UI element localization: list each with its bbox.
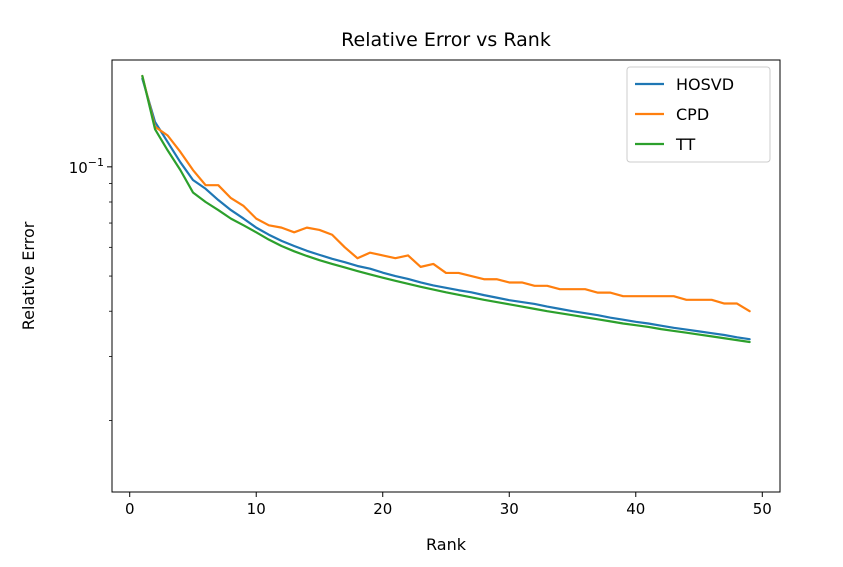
x-tick-label: 10 (247, 500, 266, 518)
series-line-tt (141, 74, 751, 344)
x-tick-label: 50 (753, 500, 772, 518)
plot-area (141, 74, 751, 344)
y-tick-base: 10 (69, 159, 88, 177)
legend-label-hosvd: HOSVD (676, 75, 734, 94)
chart-title: Relative Error vs Rank (341, 29, 551, 51)
series-line-cpd (141, 74, 751, 313)
legend-box (626, 66, 771, 163)
y-axis-label: Relative Error (19, 221, 38, 330)
series-line-hosvd (141, 77, 751, 341)
legend-label-cpd: CPD (676, 105, 709, 124)
x-axis: 0 10 20 30 40 50 (125, 492, 772, 518)
legend-label-tt: TT (675, 135, 695, 154)
x-axis-label: Rank (426, 535, 467, 554)
x-tick-label: 20 (373, 500, 392, 518)
y-axis: 10−1 (69, 156, 112, 421)
x-tick-label: 40 (626, 500, 645, 518)
x-tick-label: 0 (125, 500, 135, 518)
y-tick-exponent: −1 (88, 156, 104, 169)
legend: HOSVD CPD TT (626, 66, 771, 163)
x-tick-label: 30 (500, 500, 519, 518)
y-tick-label: 10−1 (69, 156, 104, 177)
